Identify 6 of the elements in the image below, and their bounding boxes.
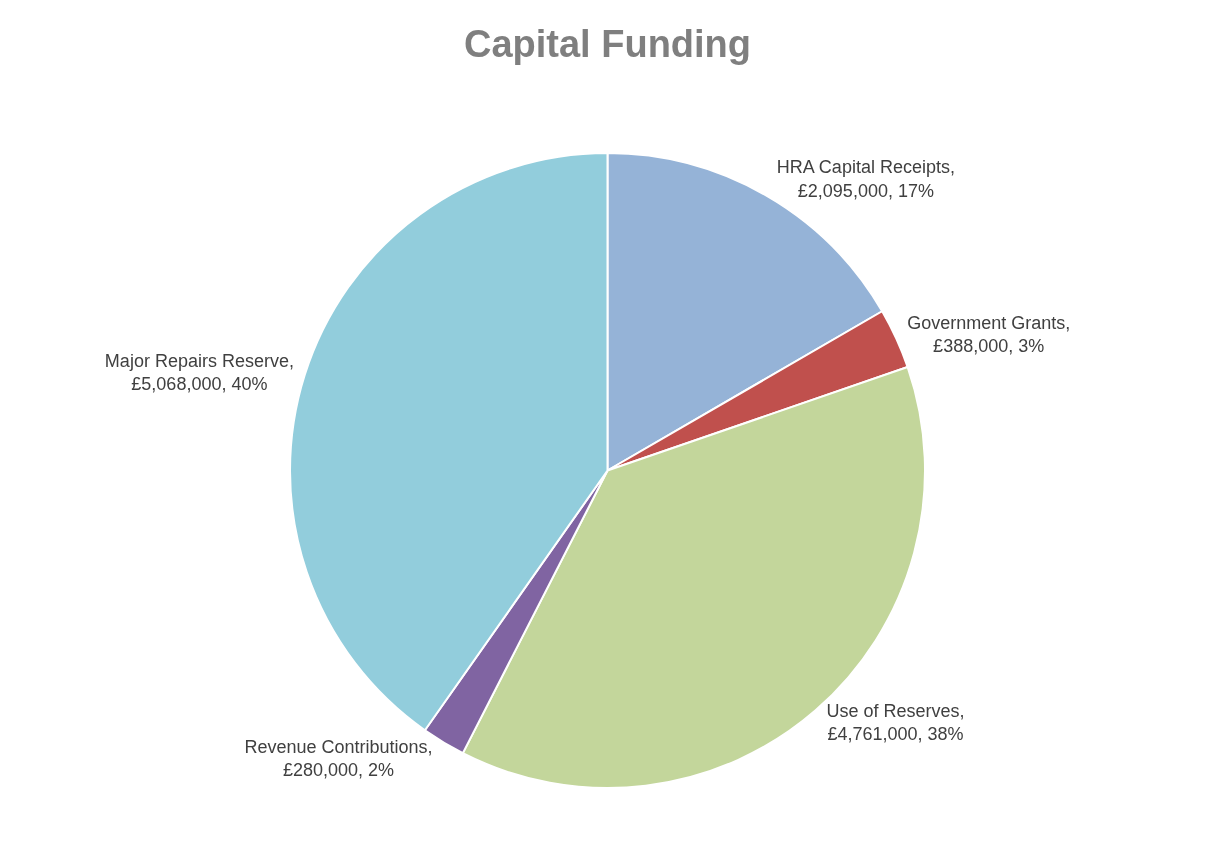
chart-title: Capital Funding (463, 22, 752, 65)
slice-label: HRA Capital Receipts, £2,095,000, 17% (776, 157, 955, 201)
slice-label: Use of Reserves, £4,761,000, 38% (826, 700, 965, 745)
slice-label: Major Repairs Reserve, £5,068,000, 40% (104, 351, 294, 395)
slice-label: Government Grants, £388,000, 3% (907, 313, 1071, 357)
slice-label: Revenue Contributions, £280,000, 2% (244, 736, 433, 780)
